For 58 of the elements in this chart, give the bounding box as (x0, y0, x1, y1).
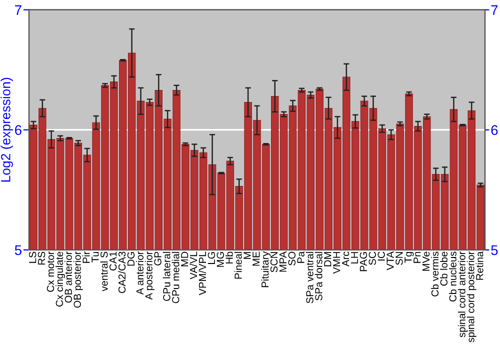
x-tick-label: IC (378, 252, 385, 260)
x-tick-label: CA1 (109, 252, 117, 270)
y-axis-title: Log2 (expression) (0, 78, 13, 182)
x-tick-label: Cb nucleus (448, 252, 456, 302)
x-tick-label: DM (324, 252, 332, 266)
x-tick-label: OB posterior (73, 251, 83, 308)
x-tick-label: CA2/CA3 (118, 252, 126, 294)
x-tick-label: Tg (404, 252, 414, 263)
y-tick-label: 7 (15, 5, 22, 15)
x-tick-label: Pn (414, 252, 421, 263)
x-tick-label: VMH (333, 252, 340, 274)
x-tick-label: Cb vermis (431, 252, 439, 296)
x-tick-label: VTA (386, 251, 394, 270)
x-tick-label: Hb (225, 252, 233, 264)
x-tick-label: ventral S (100, 252, 108, 292)
x-tick-label: spinal cord posterior (466, 251, 476, 342)
x-tick-label: Cx cingulate (56, 252, 66, 307)
x-tick-label: CPu medial (172, 252, 180, 304)
x-tick-label: PAG (360, 252, 368, 272)
x-tick-label: ME (252, 252, 260, 266)
x-tick-label: Pa (297, 251, 304, 263)
x-tick-label: Tu (92, 252, 99, 263)
x-tick-label: Arc (342, 252, 350, 266)
x-tick-label: LH (351, 252, 358, 264)
x-tick-label: LG (208, 252, 216, 264)
x-tick-label: SCN (270, 252, 278, 272)
x-tick-label: DG (127, 252, 135, 266)
x-tick-label: spinal cord anterior (458, 251, 468, 338)
x-tick-label: SO (288, 252, 296, 266)
x-tick-label: LS (29, 252, 36, 263)
x-tick-label: Pituitary (261, 251, 271, 288)
x-tick-label: CPu lateral (162, 252, 170, 301)
x-tick-label: M (244, 252, 251, 259)
y2-tick-label: 5 (491, 245, 498, 256)
x-tick-label: SPa ventral (306, 252, 314, 304)
x-tick-label: SC (368, 252, 376, 265)
y2-tick-label: 6 (491, 125, 498, 136)
x-tick-label: VA/VL (190, 252, 198, 280)
x-tick-label: SN (396, 252, 403, 265)
x-tick-label: A anterior (136, 251, 144, 295)
x-tick-label: VPM/VPL (198, 252, 206, 296)
x-tick-label: Cx motor (46, 251, 54, 292)
x-tick-label: Retina (476, 251, 484, 280)
x-tick-label: GP (154, 252, 162, 266)
x-tick-label: MD (181, 252, 188, 266)
x-tick-label: OB anterior (64, 251, 72, 303)
x-tick-label: MG (216, 252, 224, 267)
x-tick-label: Cb lobe (440, 252, 448, 286)
x-tick-label: Pineal (234, 252, 242, 279)
y2-tick-label: 7 (491, 5, 498, 15)
x-tick-label: RS (38, 252, 46, 265)
x-tick-label: Pir (82, 251, 90, 263)
y-tick-label: 5 (14, 245, 22, 256)
x-tick-label: MPA (279, 251, 286, 272)
x-tick-label: A posterior (144, 251, 154, 300)
x-tick-label: MVe (422, 252, 430, 271)
y-tick-label: 6 (15, 125, 22, 136)
x-tick-label: SPa dorsal (314, 252, 322, 300)
